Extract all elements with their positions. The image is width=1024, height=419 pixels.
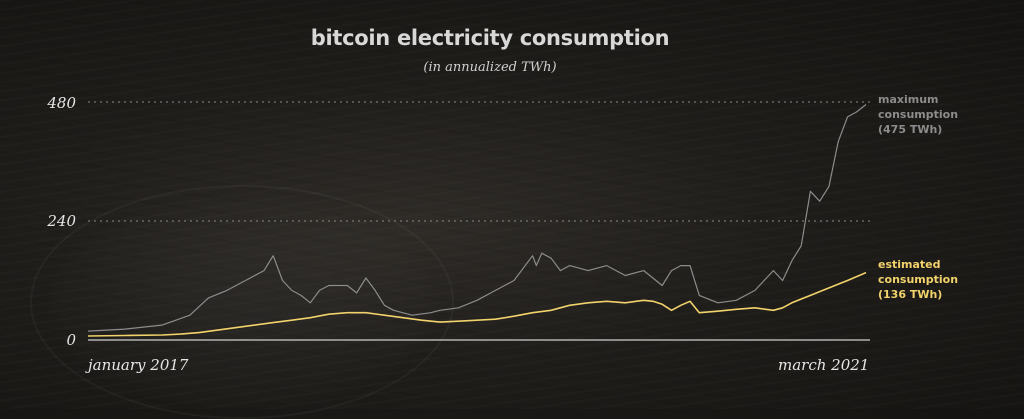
background-coin	[30, 185, 454, 419]
annotation-estimated: estimated consumption (136 TWh)	[878, 257, 1018, 302]
y-tick-240: 240	[47, 212, 76, 230]
annotation-maximum-line-1: maximum	[878, 93, 939, 106]
chart-title: bitcoin electricity consumption	[310, 26, 670, 50]
annotation-maximum: maximum consumption (475 TWh)	[878, 92, 1018, 137]
annotation-maximum-line-3: (475 TWh)	[878, 123, 943, 136]
annotation-maximum-line-2: consumption	[878, 108, 959, 121]
chart-subtitle: (in annualized TWh)	[423, 60, 557, 75]
annotation-estimated-line-3: (136 TWh)	[878, 288, 943, 301]
x-start-label: january 2017	[88, 356, 189, 374]
chart-plot	[87, 101, 870, 341]
y-tick-0: 0	[66, 331, 76, 349]
series-line-maximum	[87, 104, 867, 332]
y-tick-480: 480	[47, 94, 76, 112]
x-end-label: march 2021	[778, 356, 870, 374]
annotation-estimated-line-2: consumption	[878, 273, 959, 286]
series-line-estimated	[87, 271, 867, 337]
annotation-estimated-line-1: estimated	[878, 258, 941, 271]
